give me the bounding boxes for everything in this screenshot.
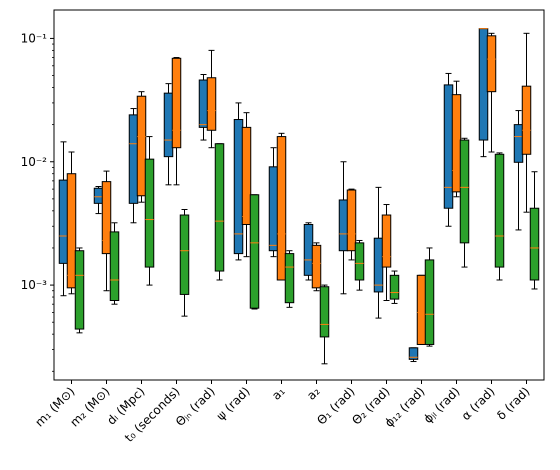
box-body [311,244,322,289]
box-body [303,223,314,276]
box-series2-4 [171,57,182,186]
box-series1-13 [478,28,489,158]
box-series1-4 [163,83,174,186]
box-series2-8 [311,242,322,292]
box-body [198,79,209,128]
box-body [521,85,532,155]
box-body [136,95,147,197]
box-series3-5 [214,143,225,281]
box-series1-10 [373,186,384,319]
box-series2-14 [521,32,532,213]
box-series3-2 [109,222,120,305]
box-series1-8 [303,222,314,281]
box-series2-1 [66,151,77,295]
box-series3-7 [284,250,295,308]
box-series2-5 [206,49,217,149]
box-body [93,187,104,204]
y-tick-label: 10⁻³ [21,278,48,292]
box-body [214,143,225,272]
box-series3-14 [529,171,540,290]
box-body [424,259,435,345]
box-body [74,250,85,330]
box-body [443,84,454,209]
box-body [128,114,139,204]
box-body [381,214,392,268]
plot-area [58,28,540,365]
box-series1-12 [443,72,454,227]
box-body [494,153,505,268]
box-body [513,124,524,163]
box-series3-10 [389,270,400,304]
box-body [416,274,427,345]
box-series1-14 [513,110,524,231]
box-body [284,253,295,304]
box-body [179,214,190,295]
box-body [389,274,400,300]
box-body [451,94,462,193]
box-series1-6 [233,102,244,261]
box-series3-9 [354,239,365,291]
box-series1-11 [408,347,419,363]
box-series2-12 [451,80,462,198]
box-body [58,179,69,264]
box-series2-13 [486,32,497,153]
box-series2-3 [136,91,147,203]
box-body [163,92,174,158]
y-tick-label: 10⁻² [21,155,48,169]
box-body [478,28,489,141]
box-series2-7 [276,132,287,281]
box-series3-11 [424,247,435,347]
box-body [268,166,279,252]
box-series3-8 [319,284,330,365]
box-series2-9 [346,188,357,261]
box-body [319,286,330,338]
box-body [529,207,540,281]
box-body [338,199,349,252]
box-body [109,231,120,301]
box-series3-12 [459,137,470,268]
box-series2-11 [416,274,427,345]
box-body [373,237,384,293]
box-body [144,158,155,268]
box-series2-6 [241,112,252,258]
box-series3-13 [494,152,505,281]
box-body [408,347,419,360]
box-series2-2 [101,170,112,292]
box-body [486,35,497,93]
y-tick-label: 10⁻¹ [21,31,48,45]
box-body [66,173,77,289]
box-body [101,181,112,255]
box-body [459,139,470,244]
box-series2-10 [381,204,392,301]
plot-frame [53,9,545,381]
box-body [206,77,217,131]
box-series3-4 [179,209,190,317]
box-series3-3 [144,136,155,286]
box-series3-1 [74,247,85,334]
box-body [346,189,357,252]
box-body [171,57,182,149]
box-body [276,136,287,281]
box-body [241,126,252,225]
box-body [249,194,260,309]
box-series3-6 [249,194,260,310]
box-body [354,242,365,281]
